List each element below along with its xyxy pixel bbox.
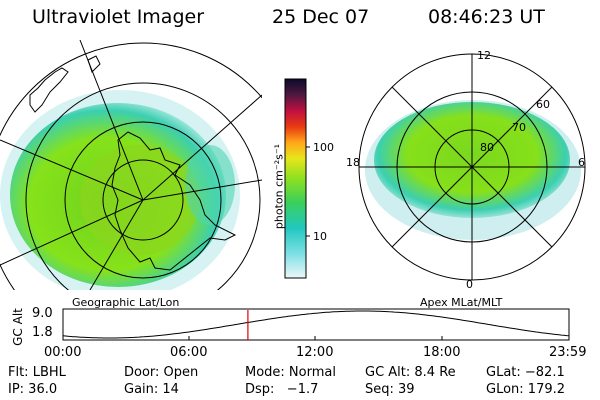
- apex-mlt-label-0: 0: [466, 278, 473, 291]
- date-label: 25 Dec 07: [272, 6, 370, 28]
- info-seq: Seq: 39: [365, 382, 415, 397]
- info-gain: Gain: 14: [124, 382, 179, 397]
- geo-lat-ring-3: [25, 82, 261, 290]
- instrument-title: Ultraviolet Imager: [32, 6, 205, 28]
- geo-meridian-6: [0, 139, 144, 201]
- altitude-xtick-1800: 18:00: [423, 345, 461, 360]
- geo-meridian-5: [0, 199, 144, 266]
- apex-mlt-diag-2: [391, 86, 553, 248]
- geo-coastline-peninsula: [87, 55, 101, 73]
- info-ip: IP: 36.0: [8, 382, 58, 397]
- altitude-plot-frame: [62, 308, 570, 341]
- info-door: Door: Open: [124, 365, 199, 380]
- altitude-xtick-0000: 00:00: [44, 345, 82, 360]
- info-gc-alt: GC Alt: 8.4 Re: [365, 365, 456, 380]
- apex-mlat-label-80: 80: [480, 141, 494, 154]
- geo-coastline-south-america: [29, 67, 69, 113]
- colorbar-gradient: [284, 78, 307, 279]
- apex-mlat-label-70: 70: [512, 121, 526, 134]
- geo-meridian-4: [89, 199, 144, 290]
- geo-meridian-2: [142, 94, 262, 201]
- apex-mlt-label-12: 12: [477, 49, 491, 62]
- altitude-xtick-2359: 23:59: [549, 345, 587, 360]
- geo-coastline-antarctica: [111, 131, 237, 271]
- colorbar-tick-label-100: 100: [313, 141, 334, 154]
- time-label: 08:46:23 UT: [428, 6, 545, 28]
- geo-aurora-right-edge: [185, 145, 235, 225]
- altitude-curve: [62, 310, 570, 339]
- geo-lat-ring-1: [102, 159, 184, 241]
- apex-mlt-label-6: 6: [578, 156, 585, 169]
- geo-lat-ring-4: [0, 42, 262, 290]
- colorbar-tick-label-10: 10: [313, 230, 327, 243]
- apex-mlt-label-18: 18: [346, 156, 360, 169]
- geo-meridian-3: [142, 179, 262, 201]
- geo-aurora-core: [80, 145, 200, 255]
- altitude-ytick-9: 9.0: [32, 306, 53, 321]
- altitude-xticks: [62, 336, 570, 340]
- info-glon: GLon: 179.2: [486, 382, 566, 397]
- info-glat: GLat: −82.1: [486, 365, 565, 380]
- altitude-ytick-1-8: 1.8: [32, 325, 53, 340]
- apex-mlat-label-60: 60: [536, 98, 550, 111]
- geographic-caption: Geographic Lat/Lon: [72, 296, 180, 309]
- apex-caption: Apex MLat/MLT: [420, 296, 503, 309]
- geo-lat-ring-2: [64, 121, 222, 279]
- altitude-xtick-0600: 06:00: [170, 345, 208, 360]
- altitude-xtick-1200: 12:00: [296, 345, 334, 360]
- info-dsp: Dsp: −1.7: [245, 382, 319, 397]
- info-mode: Mode: Normal: [245, 365, 336, 380]
- altitude-ylabel: GC Alt: [11, 308, 25, 346]
- info-flt: Flt: LBHL: [8, 365, 66, 380]
